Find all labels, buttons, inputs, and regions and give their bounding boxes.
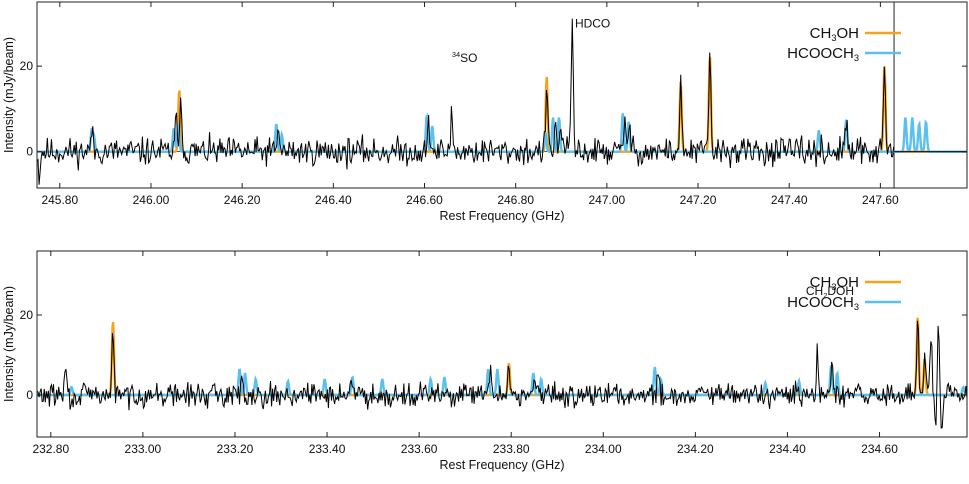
panel1-ytick-label: 20 — [20, 59, 34, 73]
panel2-xtick-label: 234.20 — [677, 442, 714, 456]
panel1-annotation-0: 34SO — [452, 50, 478, 65]
panel2-xtick-label: 234.60 — [861, 442, 898, 456]
panel1-legend-label-hcooch3: HCOOCH3 — [787, 45, 859, 63]
panel2-legend-label-hcooch3: HCOOCH3 — [787, 294, 859, 312]
panel2-legend-label-ch3oh: CH3OH — [810, 274, 859, 292]
panel1-legend-label-ch3oh: CH3OH — [810, 25, 859, 43]
panel2-ytick-label: 0 — [26, 388, 33, 402]
panel2-frame — [36, 250, 968, 438]
panel2-ytick-label: 20 — [20, 308, 34, 322]
panel1-xtick-label: 246.40 — [315, 193, 352, 207]
panel1-frame — [36, 1, 968, 189]
panel2-xtick-label: 233.40 — [309, 442, 346, 456]
panel1-series-observed — [37, 18, 895, 185]
panel2-annotation-0: CH2DOH — [806, 284, 854, 300]
panel1-xtick-label: 247.00 — [589, 193, 626, 207]
panel1-xtick-label: 246.20 — [224, 193, 261, 207]
panel2-xtick-label: 234.00 — [585, 442, 622, 456]
panel1-xtick-label: 247.20 — [680, 193, 717, 207]
panel1-y-axis-label: Intensity (mJy/beam) — [2, 37, 16, 153]
panel1-xtick-label: 247.60 — [862, 193, 899, 207]
panel2-xtick-label: 233.80 — [493, 442, 530, 456]
panel2-xtick-label: 233.00 — [125, 442, 162, 456]
panel2-xtick-label: 233.60 — [401, 442, 438, 456]
panel2-xtick-label: 232.80 — [32, 442, 69, 456]
panel1-ytick-label: 0 — [26, 145, 33, 159]
panel1-x-axis-label: Rest Frequency (GHz) — [439, 209, 564, 223]
panel1-xtick-label: 246.60 — [406, 193, 443, 207]
panel1-xtick-label: 246.80 — [497, 193, 534, 207]
panel2-series-ch3oh — [37, 317, 967, 397]
panel2-x-axis-label: Rest Frequency (GHz) — [439, 458, 564, 472]
panel2-xtick-label: 233.20 — [217, 442, 254, 456]
panel1-xtick-label: 246.00 — [133, 193, 170, 207]
panel2-series-observed — [37, 320, 967, 429]
panel2-xtick-label: 234.40 — [769, 442, 806, 456]
panel1-xtick-label: 245.80 — [41, 193, 78, 207]
panel2-y-axis-label: Intensity (mJy/beam) — [2, 286, 16, 402]
panel1-xtick-label: 247.40 — [771, 193, 808, 207]
panel1-annotation-1: HDCO — [575, 17, 610, 31]
